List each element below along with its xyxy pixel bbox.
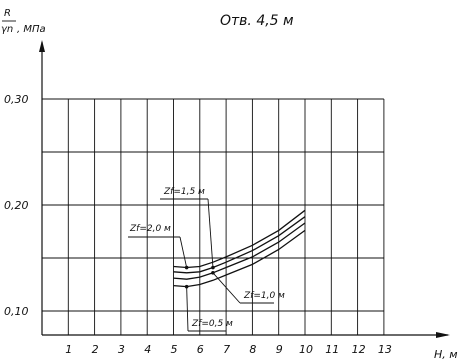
x-tick-label: 6 <box>197 343 204 356</box>
x-tick-label: 12 <box>352 343 366 356</box>
x-axis-arrow <box>436 332 450 338</box>
x-tick-label: 10 <box>299 343 313 356</box>
annotations: Zf=2,0 м Zf=1,5 м Zf=1,0 м Zf=0,5 м <box>128 187 285 332</box>
series-layer <box>173 209 306 288</box>
y-axis-label-unit: , МПа <box>17 24 46 35</box>
annotation-leader <box>179 236 188 268</box>
y-axis-label-denominator: γn <box>1 24 13 35</box>
x-tick-label: 4 <box>144 343 151 356</box>
axes <box>39 40 450 338</box>
x-tick-label: 2 <box>92 343 99 356</box>
x-tick-label: 5 <box>171 343 178 356</box>
x-tick-label: 8 <box>249 343 256 356</box>
annotation-label: Zf=0,5 м <box>191 319 233 329</box>
annotation-label: Zf=2,0 м <box>129 224 171 234</box>
y-tick-label: 0,10 <box>4 305 29 318</box>
grid <box>42 98 385 335</box>
x-tick-label: 11 <box>325 343 339 356</box>
annotation-label: Zf=1,0 м <box>243 291 285 301</box>
labels: Отв. 4,5 м R γn , МПа H, м 1 2 3 4 5 6 7 8 9 10 11… <box>1 8 458 361</box>
x-axis-label: H, м <box>434 348 458 361</box>
annotation-point <box>184 265 189 270</box>
x-tick-label: 7 <box>223 343 230 356</box>
annotation-point <box>211 265 215 270</box>
y-axis-label-numerator: R <box>4 8 11 19</box>
series-line <box>173 222 306 280</box>
series-line <box>173 209 306 269</box>
annotation-leader <box>207 198 214 268</box>
annotation-label: Zf=1,5 м <box>163 187 205 197</box>
y-axis-arrow <box>39 40 45 52</box>
y-tick-label: 0,20 <box>4 199 29 212</box>
x-tick-label: 3 <box>118 343 125 356</box>
series-line <box>173 216 306 274</box>
annotation-point <box>211 271 215 275</box>
annotation-leader <box>212 272 241 304</box>
chart-title: Отв. 4,5 м <box>220 13 294 29</box>
y-tick-label: 0,30 <box>4 93 29 106</box>
annotation-point <box>184 284 189 289</box>
series-line <box>173 229 306 288</box>
x-tick-label: 9 <box>276 343 283 356</box>
x-tick-label: 1 <box>65 343 72 356</box>
x-tick-label: 13 <box>378 343 392 356</box>
annotation-leader <box>186 286 189 332</box>
